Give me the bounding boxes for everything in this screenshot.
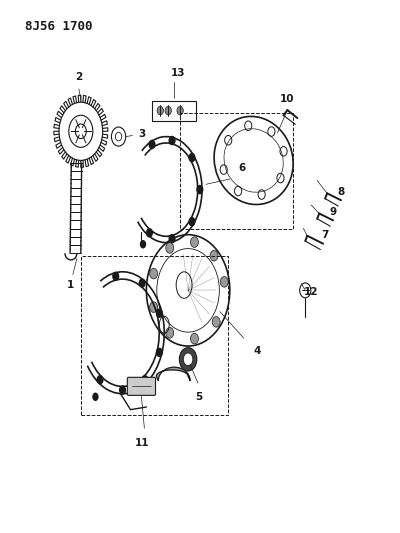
Circle shape [212,317,220,327]
Circle shape [190,237,198,247]
Circle shape [148,140,156,149]
Bar [152,101,196,120]
Circle shape [210,251,218,261]
Text: 8J56 1700: 8J56 1700 [25,20,93,33]
Circle shape [150,268,158,279]
Circle shape [156,309,163,318]
Circle shape [196,185,204,195]
Circle shape [168,136,176,146]
Bar [81,256,228,415]
Circle shape [156,348,163,357]
Circle shape [190,333,198,344]
Circle shape [142,375,149,384]
Circle shape [177,107,183,115]
Circle shape [166,327,174,338]
Circle shape [157,107,164,115]
Circle shape [96,375,104,384]
Text: 8: 8 [337,187,345,197]
Text: 13: 13 [171,68,186,78]
Text: 2: 2 [75,71,82,82]
Text: 1: 1 [67,280,74,290]
Text: 7: 7 [322,230,329,240]
Circle shape [119,385,126,395]
Polygon shape [156,367,190,381]
Circle shape [183,353,193,366]
Text: 11: 11 [135,438,150,448]
FancyBboxPatch shape [127,377,156,395]
Bar [180,113,293,229]
Circle shape [138,278,146,288]
Circle shape [188,153,196,163]
Text: 4: 4 [254,346,261,357]
Text: 3: 3 [139,129,146,139]
Circle shape [112,271,119,281]
Circle shape [165,107,172,115]
Circle shape [92,393,99,401]
Circle shape [188,217,196,227]
Circle shape [140,240,146,248]
Circle shape [220,277,228,287]
Circle shape [179,348,197,371]
Circle shape [150,302,158,312]
Text: 6: 6 [238,164,245,173]
Circle shape [166,243,174,253]
Circle shape [146,228,153,238]
Text: 9: 9 [330,207,337,217]
Text: 12: 12 [304,287,318,297]
Circle shape [168,234,176,244]
Text: 5: 5 [196,392,203,402]
Text: 10: 10 [280,94,295,104]
